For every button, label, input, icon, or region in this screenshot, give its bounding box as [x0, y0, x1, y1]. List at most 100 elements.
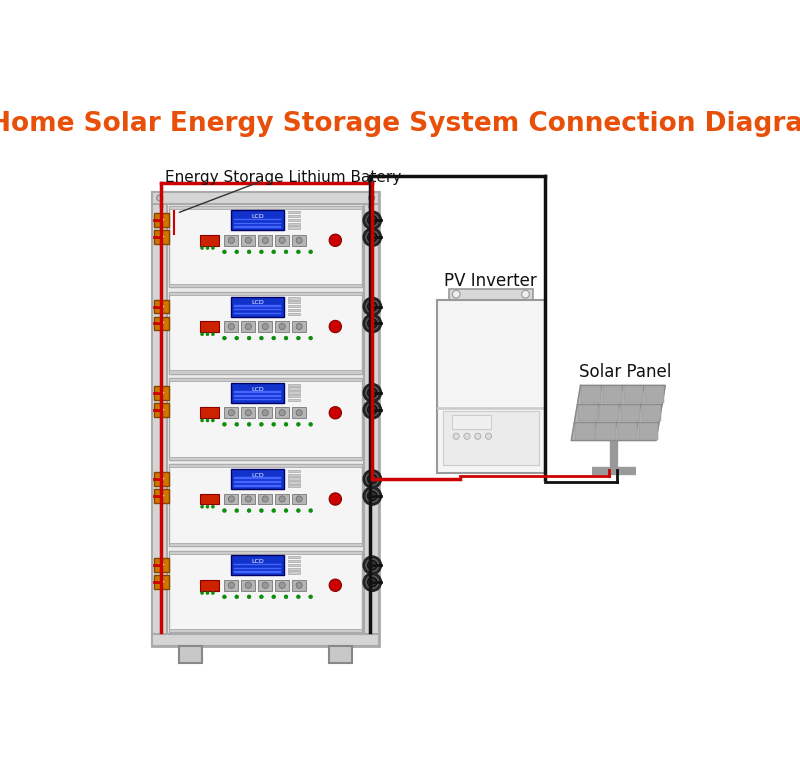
- Bar: [154, 386, 169, 400]
- Circle shape: [309, 422, 313, 426]
- Bar: [258, 580, 272, 591]
- Circle shape: [246, 323, 251, 329]
- Bar: [287, 384, 300, 386]
- Text: LCD: LCD: [251, 387, 264, 392]
- Bar: [287, 470, 300, 472]
- Bar: [234, 226, 282, 228]
- Text: Solar Panel: Solar Panel: [579, 363, 672, 380]
- Circle shape: [206, 419, 209, 422]
- Bar: [258, 407, 272, 418]
- Bar: [169, 206, 362, 209]
- Text: PV Inverter: PV Inverter: [445, 272, 538, 290]
- Circle shape: [364, 487, 381, 504]
- Circle shape: [309, 336, 313, 340]
- Bar: [154, 558, 169, 572]
- Bar: [287, 312, 300, 315]
- Bar: [234, 571, 282, 573]
- Bar: [154, 230, 169, 244]
- Bar: [443, 411, 538, 465]
- Bar: [169, 551, 362, 554]
- Circle shape: [368, 232, 377, 242]
- Circle shape: [247, 336, 251, 340]
- Circle shape: [329, 406, 342, 419]
- Circle shape: [309, 595, 313, 599]
- Text: +: +: [158, 560, 166, 570]
- Circle shape: [364, 212, 381, 228]
- Circle shape: [368, 561, 377, 570]
- Bar: [242, 494, 255, 504]
- Bar: [152, 634, 379, 646]
- Bar: [287, 395, 300, 397]
- Bar: [596, 423, 616, 440]
- Circle shape: [228, 237, 234, 244]
- Circle shape: [228, 323, 234, 329]
- Circle shape: [235, 336, 238, 340]
- Circle shape: [211, 247, 214, 250]
- Circle shape: [474, 433, 481, 439]
- Circle shape: [262, 496, 268, 502]
- Bar: [154, 575, 169, 589]
- Bar: [258, 321, 272, 332]
- Circle shape: [272, 336, 276, 340]
- Bar: [225, 235, 238, 246]
- Bar: [575, 423, 594, 440]
- Circle shape: [279, 237, 286, 244]
- Bar: [200, 580, 219, 591]
- Bar: [154, 472, 169, 486]
- Circle shape: [259, 336, 263, 340]
- Circle shape: [201, 247, 204, 250]
- Circle shape: [296, 323, 302, 329]
- Circle shape: [235, 422, 238, 426]
- Circle shape: [284, 336, 288, 340]
- Bar: [234, 219, 282, 220]
- Bar: [275, 580, 289, 591]
- Circle shape: [284, 250, 288, 254]
- Bar: [234, 481, 282, 483]
- Bar: [287, 560, 300, 562]
- Text: +: +: [158, 388, 166, 398]
- Bar: [287, 481, 300, 484]
- Circle shape: [235, 250, 238, 254]
- Circle shape: [364, 315, 381, 332]
- Bar: [287, 399, 300, 401]
- Circle shape: [296, 582, 302, 588]
- Bar: [169, 457, 362, 460]
- Bar: [152, 192, 167, 646]
- Circle shape: [364, 228, 381, 246]
- Bar: [234, 222, 282, 224]
- Circle shape: [329, 320, 342, 332]
- Bar: [234, 391, 282, 393]
- Bar: [234, 564, 282, 565]
- Circle shape: [201, 505, 204, 508]
- Bar: [287, 211, 300, 213]
- Circle shape: [368, 474, 377, 484]
- Bar: [154, 403, 169, 416]
- Bar: [621, 405, 640, 422]
- Bar: [642, 405, 662, 422]
- Bar: [169, 371, 362, 374]
- Circle shape: [369, 195, 374, 201]
- Circle shape: [262, 410, 268, 416]
- Bar: [292, 580, 306, 591]
- Bar: [287, 215, 300, 217]
- Bar: [287, 474, 300, 476]
- Circle shape: [262, 323, 268, 329]
- Bar: [292, 235, 306, 246]
- Circle shape: [368, 302, 377, 311]
- Circle shape: [364, 471, 381, 487]
- Bar: [275, 494, 289, 504]
- Bar: [287, 564, 300, 566]
- Circle shape: [272, 422, 276, 426]
- Circle shape: [364, 298, 381, 315]
- Bar: [234, 305, 282, 306]
- Circle shape: [206, 505, 209, 508]
- Text: LCD: LCD: [251, 473, 264, 478]
- Bar: [292, 494, 306, 504]
- Circle shape: [247, 595, 251, 599]
- Bar: [452, 415, 491, 429]
- Bar: [225, 321, 238, 332]
- Bar: [169, 378, 362, 460]
- Bar: [258, 494, 272, 504]
- Circle shape: [368, 405, 377, 414]
- Circle shape: [284, 509, 288, 513]
